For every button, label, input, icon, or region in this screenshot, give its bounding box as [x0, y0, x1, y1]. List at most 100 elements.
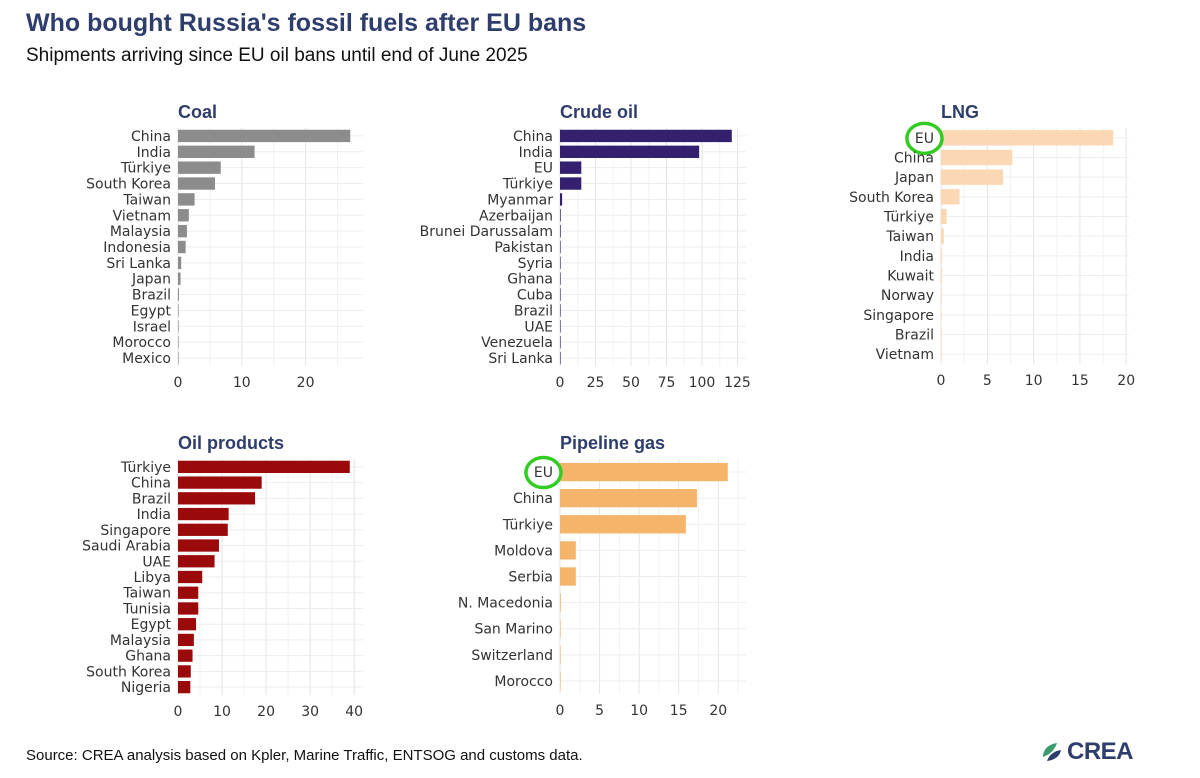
oil-products-bar-ghana [178, 649, 193, 662]
lng-tick-label: 10 [1025, 373, 1043, 389]
coal-label-vietnam: Vietnam [113, 208, 171, 224]
coal-bar-indonesia [178, 240, 186, 254]
coal-label-turkiye: Türkiye [120, 161, 171, 177]
pipeline-gas-bar-san-marino [560, 619, 561, 638]
pipeline-gas-bar-moldova [560, 541, 576, 560]
lng-label-singapore: Singapore [863, 308, 934, 324]
lng-label-japan: Japan [894, 170, 934, 186]
pipeline-gas-tick-label: 15 [670, 703, 688, 719]
crude-oil-bar-turkiye [560, 177, 582, 190]
logo-text: CREA [1067, 738, 1134, 765]
oil-products-chart: Oil products TürkiyeChinaBrazilIndiaSinga… [82, 433, 363, 720]
crude-oil-chart: Crude oil ChinaIndiaEUTürkiyeMyanmarAzerb… [420, 102, 751, 391]
pipeline-gas-label-san-marino: San Marino [474, 622, 553, 638]
crude-oil-bar-venezuela [560, 336, 561, 349]
crude-oil-bar-uae [560, 320, 561, 333]
crude-oil-bar-india [560, 145, 700, 158]
oil-products-label-egypt: Egypt [131, 617, 172, 633]
oil-products-bar-turkiye [178, 460, 350, 474]
oil-products-bar-tunisia [178, 602, 199, 615]
coal-bar-israel [178, 320, 179, 333]
coal-bar-china [178, 129, 351, 143]
lng-label-china: China [894, 151, 934, 167]
crude-oil-label-syria: Syria [518, 256, 553, 272]
lng-bar-norway [941, 287, 942, 303]
crude-oil-label-myanmar: Myanmar [487, 192, 553, 208]
crude-oil-bar-eu [560, 161, 582, 174]
pipeline-gas-tick-label: 10 [630, 703, 648, 719]
lng-tick-label: 0 [937, 373, 946, 389]
coal-label-south-korea: South Korea [86, 177, 171, 193]
coal-tick-label: 20 [297, 375, 315, 391]
coal-bar-egypt [178, 304, 179, 317]
lng-label-india: India [900, 249, 934, 265]
crude-oil-label-pakistan: Pakistan [494, 240, 553, 256]
oil-products-label-libya: Libya [134, 570, 171, 586]
coal-label-japan: Japan [131, 272, 171, 288]
lng-bar-kuwait [941, 267, 942, 284]
pipeline-gas-label-switzerland: Switzerland [471, 648, 553, 664]
lng-label-norway: Norway [881, 288, 934, 304]
oil-products-tick-label: 0 [174, 704, 183, 720]
oil-products-bar-taiwan [178, 586, 199, 599]
lng-bar-taiwan [941, 228, 944, 244]
pipeline-gas-bar-turkiye [560, 515, 686, 534]
pipeline-gas-label-turkiye: Türkiye [502, 517, 553, 533]
lng-bar-japan [941, 169, 1004, 185]
pipeline-gas-label-n-macedonia: N. Macedonia [458, 596, 553, 612]
oil-products-bar-china [178, 476, 262, 489]
crude-oil-bar-china [560, 129, 732, 143]
lng-label-turkiye: Türkiye [883, 210, 934, 226]
pipeline-gas-bar-eu [560, 462, 728, 482]
coal-bar-south-korea [178, 177, 215, 190]
pipeline-gas-label-china: China [513, 491, 553, 507]
crea-logo: CREA [1040, 738, 1134, 766]
crude-oil-tick-label: 75 [658, 375, 676, 391]
coal-chart-title: Coal [178, 102, 217, 122]
oil-products-bar-india [178, 507, 229, 521]
coal-bar-morocco [178, 336, 179, 349]
crude-oil-chart-title: Crude oil [560, 102, 638, 122]
pipeline-gas-label-eu: EU [534, 465, 553, 481]
oil-products-label-tunisia: Tunisia [122, 601, 171, 617]
oil-products-label-india: India [137, 507, 171, 523]
oil-products-chart-title: Oil products [178, 433, 284, 453]
coal-label-brazil: Brazil [132, 288, 171, 304]
pipeline-gas-bar-serbia [560, 567, 576, 586]
page-subtitle: Shipments arriving since EU oil bans unt… [26, 45, 528, 66]
oil-products-label-nigeria: Nigeria [121, 680, 171, 696]
source-note: Source: CREA analysis based on Kpler, Ma… [26, 747, 583, 764]
coal-label-taiwan: Taiwan [122, 192, 171, 208]
oil-products-bar-egypt [178, 618, 197, 631]
coal-label-china: China [131, 129, 171, 145]
lng-bar-south-korea [941, 189, 960, 205]
crea-leaf-icon [1043, 743, 1061, 761]
page-title: Who bought Russia's fossil fuels after E… [26, 9, 587, 37]
coal-bar-vietnam [178, 209, 189, 222]
lng-tick-label: 15 [1071, 373, 1089, 389]
coal-bar-taiwan [178, 193, 195, 206]
crude-oil-bar-ghana [560, 272, 561, 285]
oil-products-label-uae: UAE [142, 554, 171, 570]
lng-bar-singapore [941, 307, 942, 323]
pipeline-gas-label-morocco: Morocco [494, 674, 553, 690]
oil-products-bar-saudi-arabia [178, 539, 219, 552]
lng-tick-label: 20 [1117, 373, 1135, 389]
crude-oil-bar-cuba [560, 288, 561, 301]
crude-oil-bar-myanmar [560, 193, 563, 206]
oil-products-bar-nigeria [178, 680, 191, 694]
lng-bar-brazil [941, 326, 942, 343]
crude-oil-tick-label: 100 [689, 375, 716, 391]
lng-bar-vietnam [941, 346, 942, 362]
lng-label-eu: EU [915, 131, 934, 147]
lng-bar-turkiye [941, 208, 947, 225]
oil-products-bar-south-korea [178, 665, 191, 678]
lng-bar-china [941, 149, 1013, 166]
crude-oil-label-brunei-darussalam: Brunei Darussalam [420, 224, 553, 240]
oil-products-label-malaysia: Malaysia [110, 633, 171, 649]
pipeline-gas-bar-switzerland [560, 645, 561, 664]
oil-products-label-singapore: Singapore [100, 523, 171, 539]
lng-label-brazil: Brazil [895, 328, 934, 344]
crude-oil-label-sri-lanka: Sri Lanka [488, 351, 553, 367]
coal-label-mexico: Mexico [122, 351, 171, 367]
